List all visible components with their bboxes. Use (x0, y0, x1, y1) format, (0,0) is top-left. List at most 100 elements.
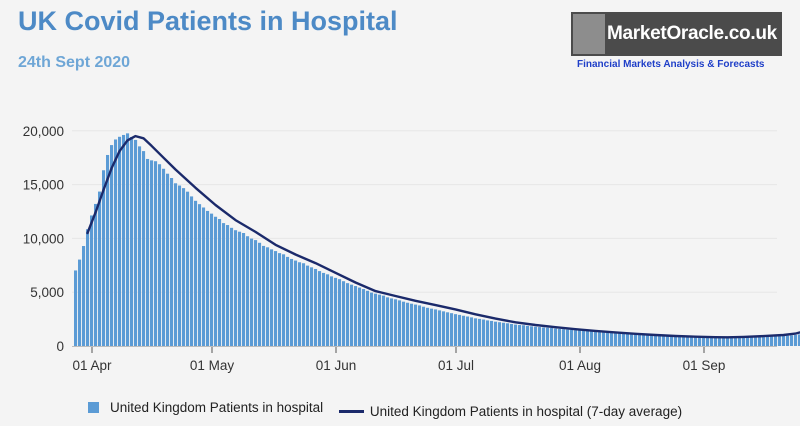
legend-label-line: United Kingdom Patients in hospital (7-d… (369, 404, 683, 419)
data-bar (442, 311, 446, 346)
data-bar (334, 277, 338, 346)
data-bar (614, 332, 618, 346)
data-bar (98, 191, 102, 346)
legend-item-line: United Kingdom Patients in hospital (7-d… (338, 404, 683, 419)
data-bar (74, 270, 78, 346)
axes: 0 5,000 10,000 15,000 20,000 01 Apr 01 May 01 J… (23, 124, 777, 373)
data-bar (594, 331, 598, 346)
y-tick-label: 20,000 (23, 124, 64, 139)
data-bar (390, 298, 394, 346)
data-bar (454, 314, 458, 346)
data-bar (142, 151, 146, 346)
data-bar (330, 276, 334, 346)
data-bar (382, 295, 386, 346)
data-bar (198, 204, 202, 346)
y-tick-label: 0 (56, 339, 64, 354)
data-bar (478, 318, 482, 346)
data-bar (538, 327, 542, 346)
data-bar (534, 326, 538, 346)
data-bar (350, 284, 354, 346)
data-bar (294, 260, 298, 346)
data-bar (310, 267, 314, 346)
data-bar (338, 279, 342, 346)
data-bar (306, 265, 310, 346)
data-bar (194, 200, 198, 346)
data-bar (610, 332, 614, 346)
data-bar (202, 207, 206, 346)
data-bar (254, 240, 258, 346)
chart-date: 24th Sept 2020 (18, 54, 131, 71)
data-bar (530, 326, 534, 346)
data-bar (710, 336, 714, 346)
data-bar (166, 173, 170, 346)
x-tick-label: 01 Sep (683, 358, 726, 373)
data-bar (130, 137, 134, 346)
data-bar (434, 309, 438, 346)
data-bar (718, 337, 722, 346)
data-bar (726, 337, 730, 346)
data-bar (566, 329, 570, 346)
data-bar (282, 254, 286, 346)
data-bar (522, 325, 526, 346)
logo-tagline: Financial Markets Analysis & Forecasts (577, 59, 765, 70)
data-bar (94, 203, 98, 346)
data-bar (510, 323, 514, 346)
data-bar (274, 251, 278, 346)
data-bar (514, 324, 518, 346)
marketoracle-logo[interactable]: MarketOracle.co.uk Financial Markets Ana… (571, 12, 782, 72)
chart-title: UK Covid Patients in Hospital (18, 6, 398, 36)
data-bar (766, 336, 770, 346)
data-bar (238, 231, 242, 346)
data-bar (590, 331, 594, 346)
data-bar (414, 304, 418, 346)
data-bar (114, 139, 118, 346)
data-bar (218, 219, 222, 346)
average-line (86, 134, 800, 339)
data-bar (370, 292, 374, 346)
legend-bar-swatch (88, 402, 99, 413)
data-bar (650, 334, 654, 346)
data-bar (326, 274, 330, 346)
data-bar (646, 334, 650, 346)
data-bar (782, 335, 786, 346)
data-bar (366, 290, 370, 346)
data-bar (638, 334, 642, 346)
data-bar (126, 133, 130, 346)
data-bar (526, 325, 530, 346)
data-bar (634, 334, 638, 346)
data-bar (490, 320, 494, 346)
data-bar (790, 335, 794, 346)
data-bar (742, 337, 746, 346)
data-bar (562, 329, 566, 346)
data-bar (702, 336, 706, 346)
data-bar (258, 242, 262, 346)
data-bar (362, 289, 366, 346)
data-bar (358, 287, 362, 346)
data-bar (670, 335, 674, 346)
data-bar (722, 337, 726, 346)
data-bar (158, 164, 162, 346)
data-bar (406, 302, 410, 346)
data-bar (582, 330, 586, 346)
data-bar (458, 314, 462, 346)
data-bar (494, 321, 498, 346)
data-bar (554, 328, 558, 346)
data-bar (662, 335, 666, 346)
legend-line-swatch (338, 410, 364, 413)
data-bar (794, 334, 798, 346)
data-bar (678, 335, 682, 346)
data-bar (122, 134, 126, 346)
data-bar (586, 331, 590, 346)
x-tick-label: 01 May (190, 358, 235, 373)
data-bar (270, 249, 274, 346)
data-bar (422, 306, 426, 346)
data-bar (622, 333, 626, 346)
y-tick-label: 5,000 (30, 285, 64, 300)
data-bar (186, 191, 190, 346)
data-bar (90, 215, 94, 346)
data-bar (182, 188, 186, 346)
data-bar (498, 322, 502, 346)
data-bar (470, 317, 474, 346)
data-bar (146, 158, 150, 346)
logo-banner: MarketOracle.co.uk (571, 12, 782, 56)
